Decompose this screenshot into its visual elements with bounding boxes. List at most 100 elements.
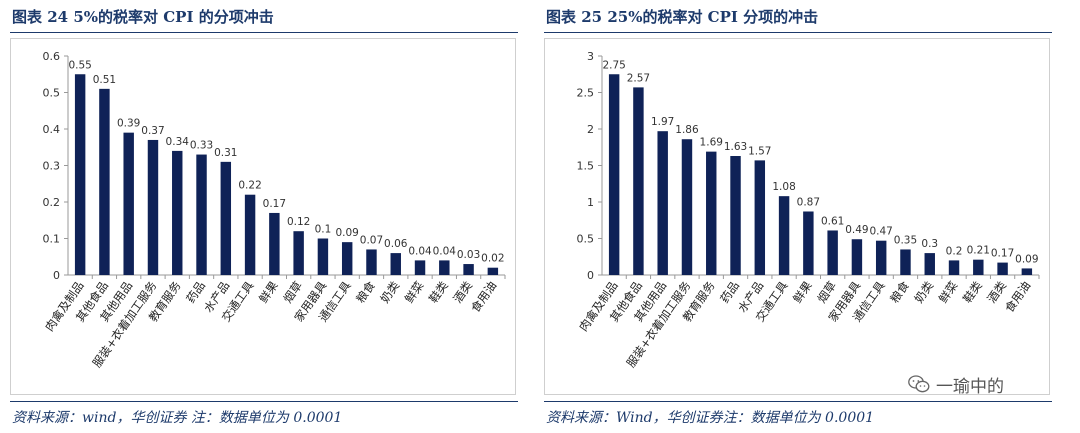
data-label: 0.31 bbox=[214, 147, 237, 159]
category-label: 鞋类 bbox=[960, 278, 985, 305]
y-tick-label: 0 bbox=[587, 269, 594, 282]
bar-right-8 bbox=[803, 211, 814, 275]
y-tick-label: 1.5 bbox=[577, 160, 595, 173]
y-tick-label: 0.3 bbox=[43, 160, 61, 173]
data-label: 0.49 bbox=[845, 224, 868, 236]
bar-left-3 bbox=[147, 139, 159, 275]
data-label: 0.03 bbox=[457, 249, 480, 261]
data-label: 0.39 bbox=[117, 118, 140, 130]
bar-left-8 bbox=[269, 212, 280, 275]
category-label: 食用油 bbox=[1002, 279, 1033, 315]
data-label: 1.63 bbox=[724, 141, 747, 153]
bar-right-4 bbox=[706, 151, 717, 275]
bar-right-10 bbox=[851, 239, 863, 275]
data-label: 1.69 bbox=[700, 137, 723, 149]
data-label: 0.06 bbox=[384, 238, 408, 250]
data-label: 1.57 bbox=[748, 145, 771, 157]
data-label: 0.51 bbox=[93, 74, 116, 86]
bar-chart-right: 00.511.522.532.75肉禽及制品2.57其他食品1.97其他用品1.… bbox=[576, 50, 1040, 370]
bar-left-11 bbox=[341, 242, 353, 275]
bar-left-13 bbox=[390, 253, 401, 275]
bar-left-0 bbox=[74, 74, 86, 275]
data-label: 0.55 bbox=[68, 59, 91, 71]
category-label: 粮食 bbox=[353, 278, 378, 305]
data-label: 1.86 bbox=[675, 124, 699, 136]
source-note-right: 资料来源：Wind，华创证券注：数据单位为 0.0001 bbox=[546, 410, 875, 426]
y-tick-label: 1 bbox=[587, 196, 594, 209]
data-label: 2.57 bbox=[627, 72, 650, 84]
data-label: 0.22 bbox=[238, 180, 261, 192]
bar-right-16 bbox=[997, 262, 1008, 275]
bar-right-3 bbox=[681, 139, 693, 275]
category-label: 鲜果 bbox=[790, 278, 815, 305]
chart-panel-right: 图表 25 25%的税率对 CPI 分项的冲击 0 0.5 1 1.5 2 2.5 3 2.7… bbox=[544, 0, 1052, 433]
bar-right-7 bbox=[778, 196, 790, 275]
title-rule-right bbox=[544, 32, 1052, 33]
data-label: 0.09 bbox=[335, 227, 358, 239]
bar-right-9 bbox=[827, 230, 838, 275]
bar-right-13 bbox=[924, 253, 935, 275]
bar-left-16 bbox=[463, 264, 474, 275]
data-label: 0.12 bbox=[287, 216, 310, 228]
data-label: 0.87 bbox=[797, 196, 820, 208]
bar-right-5 bbox=[730, 156, 741, 275]
bar-right-17 bbox=[1021, 268, 1033, 275]
data-label: 2.75 bbox=[602, 59, 625, 71]
y-tick-label: 2 bbox=[587, 123, 594, 136]
title-rule-left bbox=[10, 32, 518, 33]
y-tick-label: 0.1 bbox=[43, 233, 61, 246]
bar-left-2 bbox=[123, 132, 134, 275]
watermark-text: 一瑜中的 bbox=[936, 376, 1004, 397]
bar-right-14 bbox=[948, 260, 960, 275]
bar-left-17 bbox=[487, 267, 499, 275]
bar-right-6 bbox=[754, 160, 766, 275]
data-label: 1.08 bbox=[772, 181, 795, 193]
bar-right-12 bbox=[900, 249, 911, 275]
chart-box-right: 0 0.5 1 1.5 2 2.5 3 2.75 肉禽及制品 2.57 其他食品 1.97 其他用品 1.… bbox=[544, 38, 1050, 395]
y-tick-label: 0.5 bbox=[577, 233, 595, 246]
data-label: 0.21 bbox=[967, 245, 990, 257]
data-label: 0.02 bbox=[481, 253, 504, 265]
bar-left-6 bbox=[220, 161, 232, 275]
data-label: 0.1 bbox=[315, 224, 332, 236]
bar-left-1 bbox=[99, 88, 110, 275]
data-label: 0.2 bbox=[946, 245, 963, 257]
data-label: 0.17 bbox=[991, 248, 1014, 260]
bar-left-5 bbox=[196, 154, 207, 275]
category-label: 食用油 bbox=[468, 279, 499, 315]
bar-right-0 bbox=[608, 74, 620, 275]
data-label: 0.34 bbox=[166, 136, 190, 148]
bar-right-15 bbox=[973, 259, 984, 275]
bar-left-15 bbox=[439, 260, 450, 275]
bar-left-10 bbox=[317, 238, 329, 275]
chart-title-left: 图表 24 5%的税率对 CPI 的分项冲击 bbox=[12, 8, 274, 26]
chart-panel-left: 图表 24 5%的税率对 CPI 的分项冲击 0 0.1 0.2 0.3 0.4 0.5 0… bbox=[10, 0, 518, 433]
bar-chart-left: 00.10.20.30.40.50.60.55肉禽及制品0.51其他食品0.39… bbox=[42, 50, 506, 370]
data-label: 0.35 bbox=[894, 234, 917, 246]
data-label: 0.33 bbox=[190, 140, 213, 152]
bar-left-4 bbox=[172, 150, 183, 275]
category-label: 奶类 bbox=[912, 278, 937, 305]
data-label: 0.37 bbox=[141, 125, 164, 137]
y-tick-label: 0.2 bbox=[43, 196, 61, 209]
y-tick-label: 0.4 bbox=[43, 123, 61, 136]
bar-right-1 bbox=[633, 87, 644, 275]
bar-right-2 bbox=[657, 131, 668, 275]
category-label: 鲜果 bbox=[256, 278, 281, 305]
y-tick-label: 0 bbox=[53, 269, 60, 282]
bar-right-11 bbox=[875, 240, 887, 275]
chart-title-right: 图表 25 25%的税率对 CPI 分项的冲击 bbox=[546, 8, 819, 26]
source-note-left: 资料来源：wind，华创证券 注：数据单位为 0.0001 bbox=[12, 410, 343, 426]
category-label: 粮食 bbox=[887, 278, 912, 305]
bar-left-12 bbox=[366, 249, 377, 275]
data-label: 0.04 bbox=[408, 245, 432, 257]
data-label: 0.07 bbox=[360, 234, 383, 246]
y-tick-label: 0.6 bbox=[43, 50, 61, 63]
data-label: 0.47 bbox=[869, 226, 892, 238]
data-label: 0.61 bbox=[821, 215, 844, 227]
y-tick-label: 3 bbox=[587, 50, 594, 63]
data-label: 1.97 bbox=[651, 116, 674, 128]
source-rule-right bbox=[544, 401, 1052, 402]
chart-box-left: 0 0.1 0.2 0.3 0.4 0.5 0.6 0.55 肉禽及制品 0.51 其他食品 0.39… bbox=[10, 38, 516, 395]
category-label: 奶类 bbox=[378, 278, 403, 305]
